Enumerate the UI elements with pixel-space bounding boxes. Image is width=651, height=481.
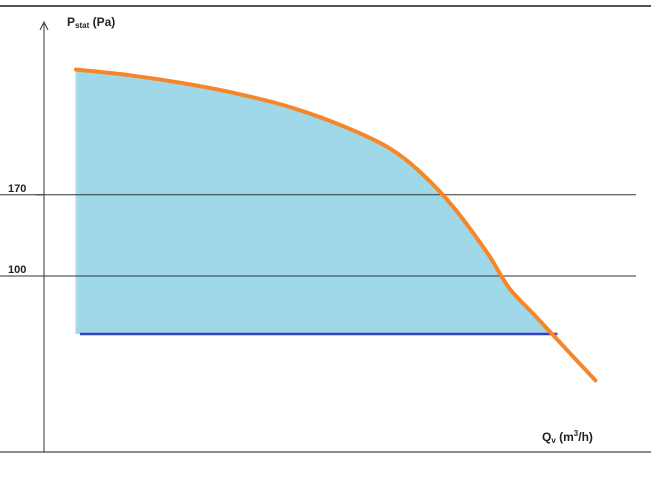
curve-point-12 [550,332,554,336]
curve-point-3 [236,92,240,96]
x-axis-label: Qv (m3/h) [542,429,593,445]
curve-point-6 [388,147,392,150]
curve-point-1 [128,73,132,77]
y-axis-label: Pstat (Pa) [67,15,115,30]
curve-point-0 [74,68,78,71]
curve-point-4 [291,106,294,110]
curve-point-11 [529,309,532,313]
curve-point-7 [420,172,424,176]
curve-point-10 [507,286,511,289]
curve-point-13 [572,355,576,359]
curve-point-14 [594,379,597,382]
curve-point-5 [345,126,348,129]
y-tick-label-170: 170 [8,183,26,195]
area-fill [76,69,596,334]
curve-point-9 [485,251,489,255]
y-tick-label-100: 100 [8,264,26,276]
curve-point-8 [453,207,457,211]
curve-point-2 [182,82,186,85]
y-axis-arrow-icon [39,20,49,31]
